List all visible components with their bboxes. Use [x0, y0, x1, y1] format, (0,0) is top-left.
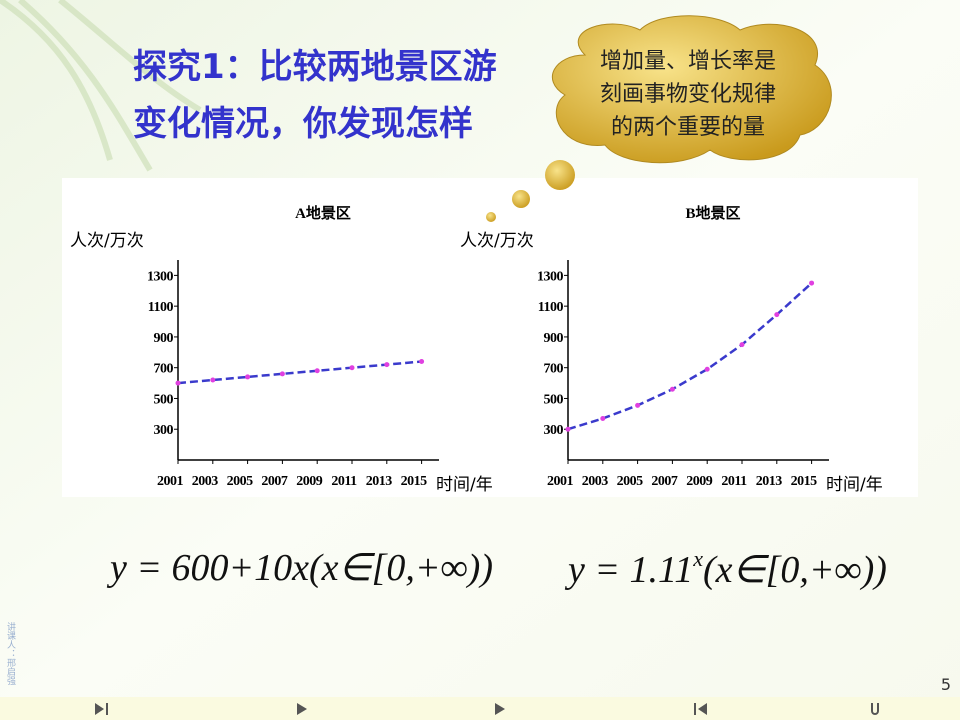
chart-title: B地景区 — [685, 204, 740, 222]
x-tick-label: 2003 — [582, 474, 609, 489]
thought-bubble: 增加量、增长率是 刻画事物变化规律 的两个重要的量 — [486, 15, 832, 222]
x-tick-label: 2011 — [721, 474, 747, 489]
y-tick-label: 900 — [154, 331, 174, 346]
data-point — [669, 386, 675, 392]
nav-next[interactable] — [297, 703, 307, 715]
y-tick-label: 1300 — [537, 269, 564, 284]
x-tick-label: 2009 — [686, 474, 713, 489]
y-axis-label: 人次/万次 — [460, 231, 534, 251]
x-tick-label: 2013 — [366, 474, 393, 489]
nav-play[interactable] — [495, 703, 505, 715]
chart-title: A地景区 — [295, 204, 351, 222]
side-note: 讲课人：邢启强 — [5, 621, 16, 686]
y-tick-label: 500 — [544, 392, 564, 407]
data-point — [349, 365, 355, 371]
data-point — [704, 366, 710, 372]
data-point — [245, 374, 251, 380]
bubble-dot — [512, 190, 530, 208]
x-tick-label: 2015 — [791, 474, 818, 489]
x-tick-label: 2013 — [756, 474, 783, 489]
y-tick-label: 1100 — [538, 300, 564, 315]
formula-b-base: y = 1.11 — [564, 549, 693, 591]
y-tick-label: 1100 — [148, 300, 174, 315]
x-tick-label: 2001 — [547, 474, 574, 489]
y-tick-label: 1300 — [147, 269, 174, 284]
nav-bar — [0, 697, 960, 720]
y-tick-label: 500 — [154, 392, 174, 407]
data-point — [774, 312, 780, 318]
x-tick-label: 2009 — [296, 474, 323, 489]
data-point — [279, 371, 285, 377]
data-point — [809, 280, 815, 286]
bubble-text: 的两个重要的量 — [611, 115, 765, 140]
y-tick-label: 900 — [544, 331, 564, 346]
bubble-dot — [545, 160, 575, 190]
bubble-dot — [486, 212, 496, 222]
nav-buttons — [95, 703, 879, 715]
data-point — [314, 368, 320, 374]
page-number: 5 — [941, 675, 951, 694]
x-tick-label: 2015 — [401, 474, 428, 489]
bubble-text: 刻画事物变化规律 — [600, 82, 776, 107]
x-tick-label: 2001 — [157, 474, 184, 489]
formula-b-rest: (x∈[0,+∞)) — [703, 549, 887, 591]
chart-panel — [62, 178, 918, 497]
x-axis-label: 时间/年 — [826, 475, 883, 495]
data-point — [210, 377, 216, 383]
y-tick-label: 300 — [154, 423, 174, 438]
data-point — [739, 342, 745, 348]
y-tick-label: 700 — [154, 362, 174, 377]
y-tick-label: 700 — [544, 362, 564, 377]
nav-return[interactable] — [871, 703, 879, 715]
nav-last[interactable] — [95, 703, 108, 715]
x-tick-label: 2005 — [227, 474, 254, 489]
data-line — [177, 360, 422, 385]
x-tick-label: 2003 — [192, 474, 219, 489]
x-tick-label: 2005 — [617, 474, 644, 489]
x-axis-label: 时间/年 — [436, 475, 493, 495]
data-point — [600, 415, 606, 421]
x-tick-label: 2007 — [651, 474, 678, 489]
y-tick-label: 300 — [544, 423, 564, 438]
data-point — [175, 380, 181, 386]
formula-b-exp: x — [692, 546, 703, 571]
data-point — [635, 402, 641, 408]
data-point — [565, 426, 571, 432]
y-axis-label: 人次/万次 — [70, 231, 144, 251]
data-point — [419, 359, 425, 365]
formulas: y = 600+10x(x∈[0,+∞)) y = 1.11x(x∈[0,+∞)… — [106, 546, 887, 591]
data-point — [384, 362, 390, 368]
slide-title-line: 变化情况，你发现怎样 — [133, 104, 473, 144]
formula-a: y = 600+10x(x∈[0,+∞)) — [106, 547, 493, 589]
bubble-cloud — [552, 15, 832, 164]
bubble-text: 增加量、增长率是 — [600, 49, 776, 74]
x-tick-label: 2007 — [261, 474, 288, 489]
nav-first[interactable] — [694, 703, 707, 715]
data-line — [567, 282, 813, 431]
formula-b: y = 1.11x(x∈[0,+∞)) — [564, 546, 887, 591]
x-tick-label: 2011 — [331, 474, 357, 489]
slide-title-line: 探究1：比较两地景区游 — [133, 47, 497, 87]
leaf-decoration — [0, 0, 202, 172]
